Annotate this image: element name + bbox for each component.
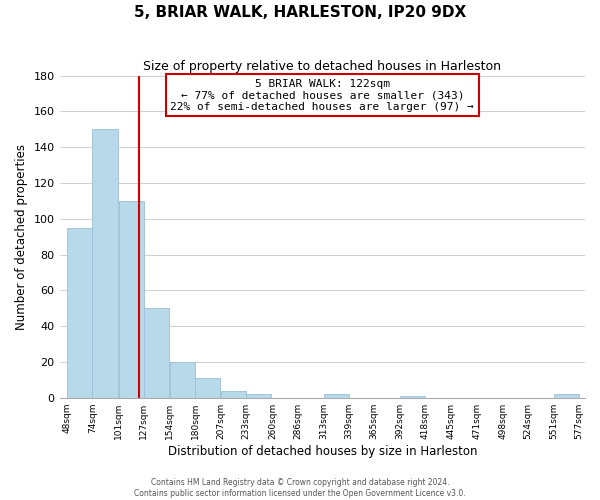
X-axis label: Distribution of detached houses by size in Harleston: Distribution of detached houses by size … bbox=[167, 444, 477, 458]
Bar bbox=[324, 394, 349, 398]
Bar bbox=[554, 394, 579, 398]
Text: 5, BRIAR WALK, HARLESTON, IP20 9DX: 5, BRIAR WALK, HARLESTON, IP20 9DX bbox=[134, 5, 466, 20]
Text: Contains HM Land Registry data © Crown copyright and database right 2024.
Contai: Contains HM Land Registry data © Crown c… bbox=[134, 478, 466, 498]
Text: 5 BRIAR WALK: 122sqm
← 77% of detached houses are smaller (343)
22% of semi-deta: 5 BRIAR WALK: 122sqm ← 77% of detached h… bbox=[170, 79, 474, 112]
Bar bbox=[195, 378, 220, 398]
Bar bbox=[119, 201, 144, 398]
Bar bbox=[221, 390, 247, 398]
Bar bbox=[247, 394, 271, 398]
Y-axis label: Number of detached properties: Number of detached properties bbox=[15, 144, 28, 330]
Bar bbox=[92, 129, 118, 398]
Bar bbox=[400, 396, 425, 398]
Title: Size of property relative to detached houses in Harleston: Size of property relative to detached ho… bbox=[143, 60, 501, 73]
Bar bbox=[67, 228, 92, 398]
Bar bbox=[144, 308, 169, 398]
Bar bbox=[170, 362, 195, 398]
